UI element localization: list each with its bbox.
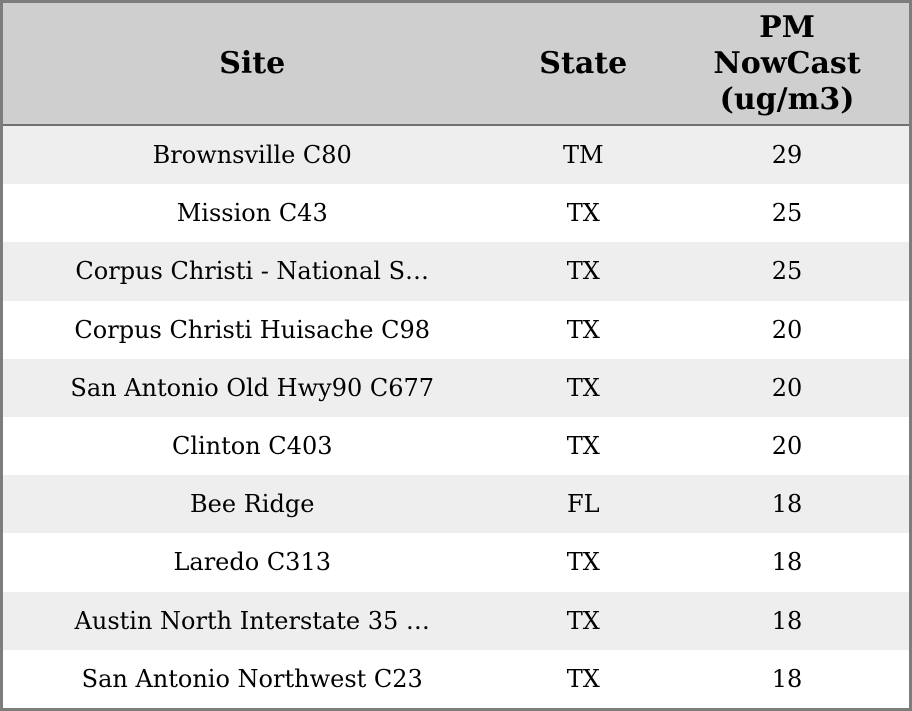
site-cell: Mission C43 [176, 199, 328, 228]
state-cell: TX [566, 373, 600, 402]
pm-cell: 18 [771, 548, 803, 577]
site-cell: San Antonio Northwest C23 [81, 664, 423, 693]
col-header-pm-nowcast-label: PM NowCast (ug/m3) [713, 9, 861, 117]
pm-cell: 20 [771, 315, 803, 344]
site-cell: Austin North Interstate 35 … [74, 606, 430, 635]
site-cell: Laredo C313 [173, 548, 331, 577]
pm-cell: 20 [771, 373, 803, 402]
pm-cell: 18 [771, 490, 803, 519]
site-cell: Brownsville C80 [152, 141, 352, 170]
table-row: Corpus Christi Huisache C98 TX 20 [1, 300, 911, 359]
pm-cell: 25 [771, 257, 803, 286]
site-cell: Bee Ridge [190, 490, 315, 519]
state-cell: TX [566, 606, 600, 635]
pm-cell: 18 [771, 606, 803, 635]
site-cell: Corpus Christi - National S… [75, 257, 430, 286]
table-row: Mission C43 TX 25 [1, 184, 911, 243]
site-cell: Corpus Christi Huisache C98 [74, 315, 431, 344]
pm-cell: 25 [771, 199, 803, 228]
state-cell: TX [566, 548, 600, 577]
state-cell: TX [566, 257, 600, 286]
state-cell: TM [562, 141, 604, 170]
pm-cell: 20 [771, 432, 803, 461]
col-header-state: State [501, 1, 666, 126]
state-cell: FL [566, 490, 600, 519]
state-cell: TX [566, 315, 600, 344]
table-row: Brownsville C80 TM 29 [1, 125, 911, 185]
table-row: Austin North Interstate 35 … TX 18 [1, 591, 911, 650]
state-cell: TX [566, 432, 600, 461]
col-header-site: Site [1, 1, 502, 126]
table-row: Bee Ridge FL 18 [1, 475, 911, 534]
table-row: Laredo C313 TX 18 [1, 533, 911, 592]
pm-cell: 18 [771, 664, 803, 693]
header-row: Site State PM NowCast (ug/m3) [1, 1, 911, 126]
table-body: Brownsville C80 TM 29 Mission C43 TX 25 … [1, 125, 911, 710]
table-row: San Antonio Old Hwy90 C677 TX 20 [1, 358, 911, 417]
table-row: Clinton C403 TX 20 [1, 416, 911, 476]
state-cell: TX [566, 664, 600, 693]
site-cell: San Antonio Old Hwy90 C677 [70, 373, 435, 402]
table-row: Corpus Christi - National S… TX 25 [1, 242, 911, 301]
col-header-pm-nowcast: PM NowCast (ug/m3) [665, 1, 911, 126]
pm-cell: 29 [771, 141, 803, 170]
table-header: Site State PM NowCast (ug/m3) [1, 1, 911, 126]
state-cell: TX [566, 199, 600, 228]
site-cell: Clinton C403 [171, 432, 333, 461]
table-row: San Antonio Northwest C23 TX 18 [1, 649, 911, 710]
